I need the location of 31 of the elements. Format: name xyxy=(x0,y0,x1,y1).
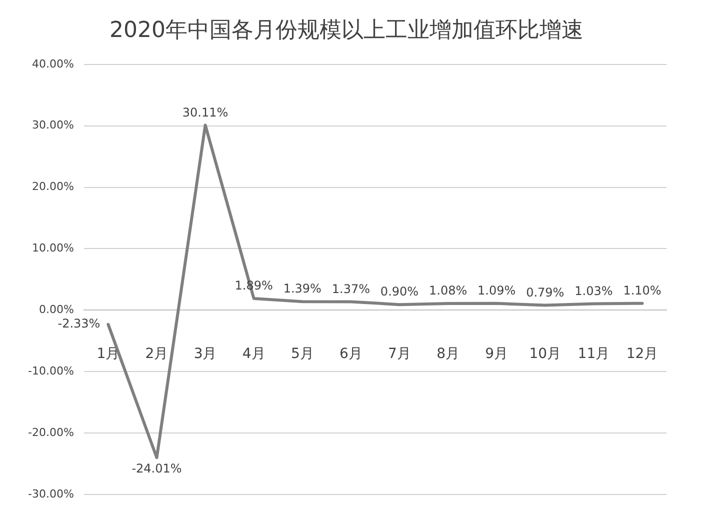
data-label: 1.09% xyxy=(478,284,516,298)
data-label: 30.11% xyxy=(182,105,228,120)
x-tick-label: 6月 xyxy=(339,346,362,362)
data-label: 1.03% xyxy=(574,284,613,298)
data-label: 1.08% xyxy=(428,284,468,298)
x-tick-label: 2月 xyxy=(145,346,168,362)
x-tick-label: 8月 xyxy=(436,346,460,362)
y-tick-label: 10.00% xyxy=(32,242,74,255)
x-tick-label: 11月 xyxy=(578,346,610,362)
y-tick-label: 20.00% xyxy=(32,180,74,194)
y-tick-label: 30.00% xyxy=(32,118,74,132)
x-tick-label: 3月 xyxy=(194,346,217,362)
y-tick-label: -20.00% xyxy=(28,426,74,439)
data-label: 1.37% xyxy=(332,282,370,296)
data-label: 0.79% xyxy=(526,285,564,300)
y-tick-label: -30.00% xyxy=(28,487,74,500)
x-tick-label: 10月 xyxy=(529,346,562,362)
y-tick-label: 0.00% xyxy=(38,302,74,316)
y-tick-label: 40.00% xyxy=(32,57,74,70)
data-label: 1.39% xyxy=(283,282,322,296)
data-label: 0.90% xyxy=(380,284,419,299)
x-tick-label: 5月 xyxy=(290,346,314,362)
x-tick-label: 4月 xyxy=(242,346,266,362)
x-tick-label: 7月 xyxy=(388,346,411,362)
data-label: -2.33% xyxy=(58,316,100,331)
x-tick-label: 12月 xyxy=(626,346,658,362)
data-label: -24.01% xyxy=(132,462,182,476)
y-tick-label: -10.00% xyxy=(28,364,74,378)
x-tick-label: 9月 xyxy=(485,346,508,362)
data-label: 1.10% xyxy=(623,283,662,298)
chart-title: 2020年中国各月份规模以上工业增加值环比增速 xyxy=(110,18,584,43)
